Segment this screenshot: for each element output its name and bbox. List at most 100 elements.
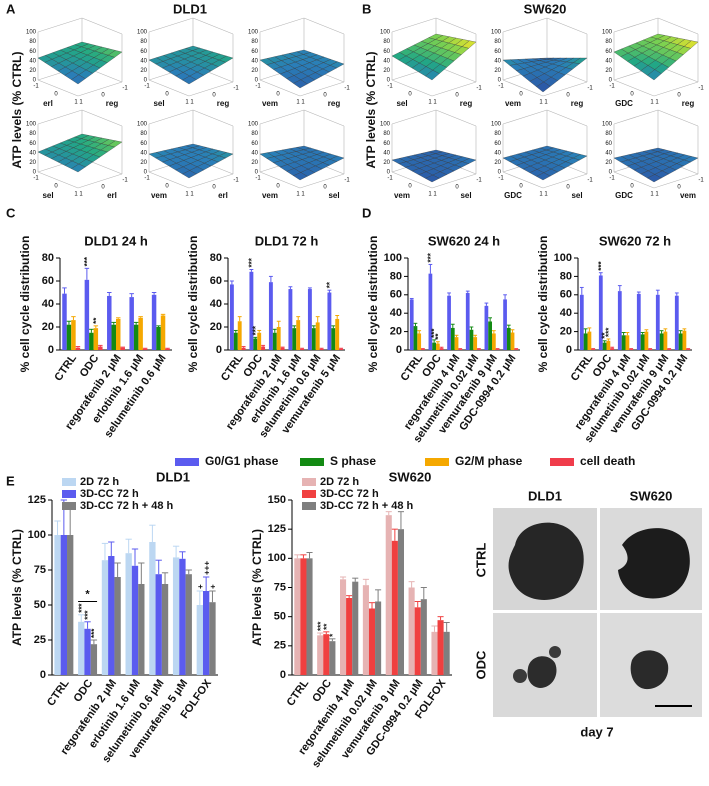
y-tick-label: 75 [34,564,46,576]
significance-label: + [196,584,205,589]
bar [249,271,254,350]
y-tick-label: 0 [677,185,681,191]
y-tick-label: 0 [396,344,402,356]
y-axis-label: ATP levels (% CTRL) [364,52,378,169]
column-label: DLD1 [528,488,562,503]
chart-title: DLD1 72 h [255,233,319,248]
y-axis-label: ATP levels (% CTRL) [10,529,24,646]
bar [237,321,242,350]
bar [315,322,320,350]
legend-label: 3D-CC 72 h [320,488,379,500]
bar [323,634,330,675]
x-tick-label: 1 [296,192,300,198]
y-tick-label: -1 [122,178,128,184]
x-axis-label: vem [262,99,278,108]
significance-label: ** [92,317,101,324]
z-tick-label: 100 [491,122,502,128]
bar [629,349,634,350]
x-tick-label: 1 [650,100,654,106]
significance-label: *** [84,610,93,620]
z-tick-label: 0 [387,78,391,84]
significance-label: * [85,588,90,600]
bar [335,318,340,350]
z-tick-label: 0 [387,170,391,176]
y-tick-label: 0 [455,93,459,99]
bar [591,349,596,350]
significance-label: *** [430,328,439,338]
z-tick-label: 40 [29,150,36,156]
bar [107,295,112,350]
y-axis-label: sel [460,191,471,200]
y-axis-label: ATP levels (% CTRL) [10,52,24,169]
y-tick-label: 20 [42,321,54,333]
z-tick-label: 60 [251,49,258,55]
bar [93,328,99,350]
y-tick-label: 40 [560,307,572,319]
z-tick-label: 40 [494,58,501,64]
panel-letter: C [6,205,16,220]
x-axis-label: sel [396,99,407,108]
z-tick-label: 40 [29,58,36,64]
surface-frame [542,81,588,97]
bar [84,279,90,350]
x-axis-label: sel [42,191,53,200]
y-tick-label: 20 [210,321,222,333]
bar [319,348,324,350]
surface-patch [259,58,275,65]
bar [296,320,301,350]
bar [352,581,359,675]
x-tick-label: 0 [165,184,169,190]
z-tick-label: 100 [26,122,37,128]
bar [368,608,376,675]
z-tick-label: 100 [380,122,391,128]
y-tick-label: -1 [233,86,239,92]
surface-frame [192,17,234,35]
bar [397,529,404,675]
x-tick-label: CTRL [219,352,246,383]
y-tick-label: 0 [212,93,216,99]
surface-frame [546,17,588,35]
bar [179,558,186,675]
legend-label: 2D 72 h [320,476,359,488]
significance-label: ** [434,333,443,340]
bar [484,305,489,350]
y-tick-label: 0 [566,185,570,191]
y-axis-label: reg [328,99,341,108]
x-tick-label: -1 [255,84,261,90]
x-tick-label: -1 [255,176,261,182]
x-tick-label: 1 [74,192,78,198]
legend-swatch [175,458,199,466]
legend-label: 2D 72 h [80,476,119,488]
bar [133,324,139,350]
bar [329,641,336,675]
x-tick-label: -1 [144,84,150,90]
bar [233,332,238,350]
bar [503,299,507,350]
z-tick-label: 0 [144,78,148,84]
surface-frame [391,109,437,125]
bar [583,333,588,350]
bar [432,342,436,350]
panel-letter: A [6,1,16,16]
bar [648,349,653,350]
z-tick-label: 80 [29,131,36,137]
spheroid [618,528,690,599]
z-tick-label: 20 [383,68,390,74]
micrograph-panel: DLD1 SW620 CTRL ODC day 7 [473,488,702,739]
y-tick-label: 80 [210,252,222,264]
y-axis-label: ATP levels (% CTRL) [250,529,264,646]
x-tick-label: -1 [33,176,39,182]
z-tick-label: 0 [255,170,259,176]
bar [90,644,98,675]
bar [414,607,421,675]
x-tick-label: 0 [408,92,412,98]
surface-patch [148,152,164,159]
y-tick-label: 0 [101,185,105,191]
y-tick-label: 100 [384,252,402,264]
bar [621,335,626,350]
bar [261,346,266,350]
y-tick-label: 40 [42,298,54,310]
y-tick-label: 1 [544,192,548,198]
surface-frame [502,171,544,189]
surface-frame [657,109,699,127]
